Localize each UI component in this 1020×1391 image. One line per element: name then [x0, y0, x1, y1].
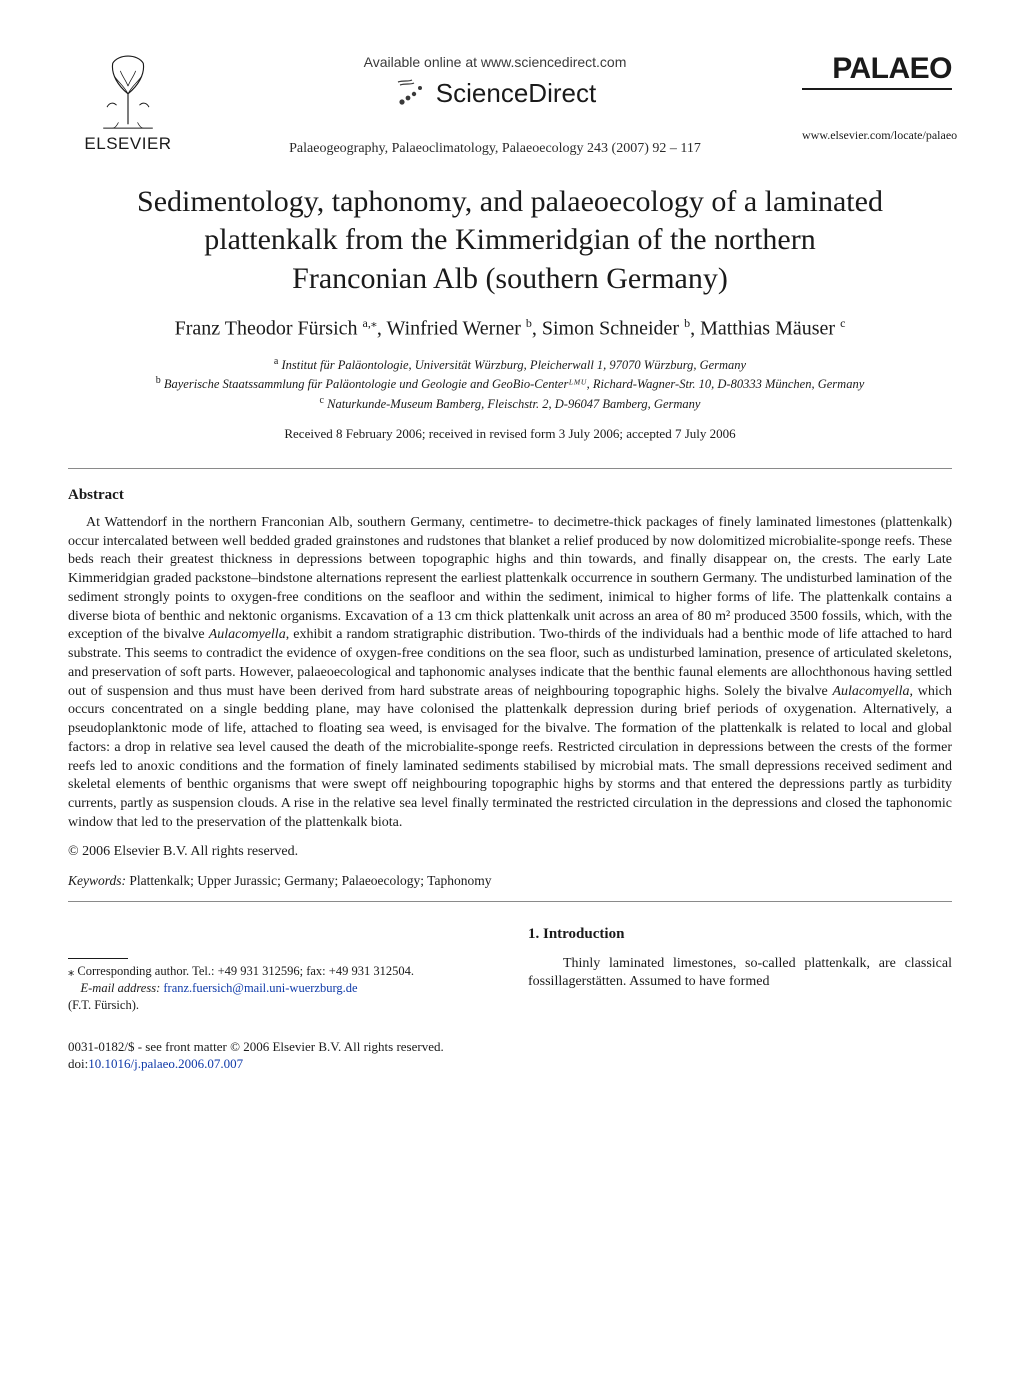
author-2: Winfried Werner	[387, 318, 521, 340]
title-line-3: Franconian Alb (southern Germany)	[292, 262, 728, 295]
footer-doi-line: doi:10.1016/j.palaeo.2006.07.007	[68, 1055, 952, 1073]
corr-email-link[interactable]: franz.fuersich@mail.uni-wuerzburg.de	[163, 981, 357, 995]
affiliation-c: Naturkunde-Museum Bamberg, Fleischstr. 2…	[327, 397, 700, 411]
palaeo-underline	[802, 88, 952, 90]
corr-author-paren: (F.T. Fürsich).	[68, 998, 139, 1012]
affiliation-a: Institut für Paläontologie, Universität …	[281, 358, 746, 372]
divider-below-keywords	[68, 901, 952, 902]
palaeo-brand: PALAEO	[802, 52, 952, 86]
doi-link[interactable]: 10.1016/j.palaeo.2006.07.007	[88, 1056, 243, 1071]
affiliation-b: Bayerische Staatssammlung für Paläontolo…	[164, 378, 864, 392]
available-online-text: Available online at www.sciencedirect.co…	[188, 54, 802, 70]
authors-line: Franz Theodor Fürsich a,⁎, Winfried Wern…	[68, 316, 952, 341]
divider-above-abstract	[68, 468, 952, 469]
abstract-copyright: © 2006 Elsevier B.V. All rights reserved…	[68, 843, 952, 862]
received-dates: Received 8 February 2006; received in re…	[68, 426, 952, 442]
two-column-region: ⁎ Corresponding author. Tel.: +49 931 31…	[68, 924, 952, 1014]
author-4: Matthias Mäuser	[700, 318, 835, 340]
corr-line1: Corresponding author. Tel.: +49 931 3125…	[74, 964, 414, 978]
left-column: ⁎ Corresponding author. Tel.: +49 931 31…	[68, 924, 492, 1014]
journal-brand-block: PALAEO www.elsevier.com/locate/palaeo	[802, 48, 952, 143]
elsevier-name: ELSEVIER	[84, 134, 171, 154]
keywords-text: Plattenkalk; Upper Jurassic; Germany; Pa…	[126, 873, 491, 888]
doi-label: doi:	[68, 1056, 88, 1071]
page-header: ELSEVIER Available online at www.science…	[68, 48, 952, 157]
corresponding-author-block: ⁎ Corresponding author. Tel.: +49 931 31…	[68, 963, 492, 1014]
abstract-italic-1: Aulacomyella	[209, 627, 286, 642]
author-3: Simon Schneider	[542, 318, 679, 340]
title-line-2: plattenkalk from the Kimmeridgian of the…	[204, 223, 815, 256]
abstract-text-3: , which occurs concentrated on a single …	[68, 684, 952, 830]
intro-heading: 1. Introduction	[528, 924, 952, 944]
title-line-1: Sedimentology, taphonomy, and palaeoecol…	[137, 185, 883, 218]
author-1: Franz Theodor Fürsich	[175, 318, 358, 340]
elsevier-logo-block: ELSEVIER	[68, 48, 188, 154]
sciencedirect-icon	[394, 76, 428, 110]
sciencedirect-name: ScienceDirect	[436, 78, 596, 109]
footer-front-matter: 0031-0182/$ - see front matter © 2006 El…	[68, 1038, 952, 1056]
page-footer: 0031-0182/$ - see front matter © 2006 El…	[68, 1038, 952, 1073]
journal-url: www.elsevier.com/locate/palaeo	[802, 128, 952, 143]
sciencedirect-row: ScienceDirect	[394, 76, 596, 110]
abstract-text-1: At Wattendorf in the northern Franconian…	[68, 515, 952, 643]
right-column: 1. Introduction Thinly laminated limesto…	[528, 924, 952, 1014]
affiliations: a Institut für Paläontologie, Universitä…	[68, 355, 952, 414]
header-center: Available online at www.sciencedirect.co…	[188, 48, 802, 157]
corresponding-rule	[68, 958, 128, 959]
abstract-heading: Abstract	[68, 487, 952, 504]
journal-reference: Palaeogeography, Palaeoclimatology, Pala…	[188, 141, 802, 157]
corr-email-label: E-mail address:	[81, 981, 164, 995]
elsevier-tree-icon	[89, 48, 167, 130]
keywords-label: Keywords:	[68, 873, 126, 888]
keywords-line: Keywords: Plattenkalk; Upper Jurassic; G…	[68, 873, 952, 889]
abstract-italic-2: Aulacomyella	[832, 684, 909, 699]
abstract-body: At Wattendorf in the northern Franconian…	[68, 514, 952, 833]
intro-paragraph: Thinly laminated limestones, so-called p…	[528, 955, 952, 993]
article-title: Sedimentology, taphonomy, and palaeoecol…	[76, 183, 944, 298]
